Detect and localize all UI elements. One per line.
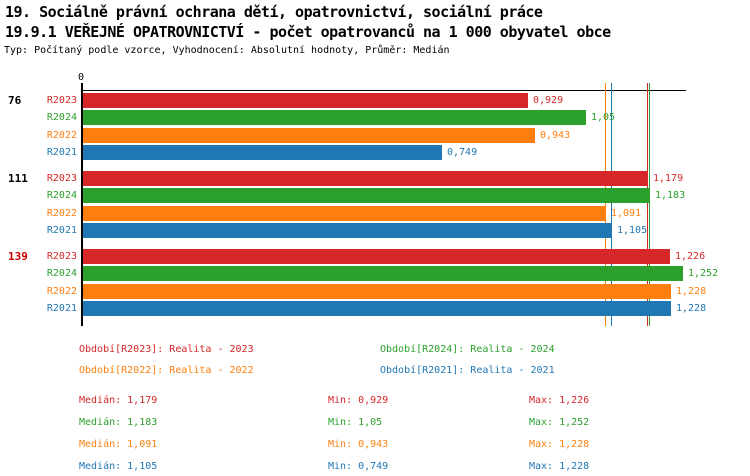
bar-value-label: 0,929 [533, 95, 564, 106]
stat-min: Min: 0,749 [328, 461, 389, 472]
bar-value-label: 0,749 [447, 147, 478, 158]
legend-item: Období[R2024]: Realita - 2024 [380, 344, 555, 355]
bar-value-label: 1,228 [676, 303, 707, 314]
stat-min: Min: 0,929 [328, 395, 389, 406]
bar-value-label: 1,226 [675, 251, 706, 262]
bar-r2024-g1 [83, 188, 650, 203]
bar-value-label: 1,252 [688, 268, 719, 279]
stat-min: Min: 0,943 [328, 439, 389, 450]
bar-row-label: R2022 [46, 208, 77, 219]
group-label: 111 [8, 172, 28, 185]
median-line-r2022 [605, 83, 606, 326]
bar-row-label: R2022 [46, 130, 77, 141]
bar-r2021-g2 [83, 301, 671, 316]
bar-row-label: R2023 [46, 95, 77, 106]
bar-value-label: 1,05 [591, 112, 616, 123]
bar-value-label: 0,943 [540, 130, 571, 141]
bar-r2022-g1 [83, 206, 606, 221]
bar-r2023-g2 [83, 249, 670, 264]
bar-value-label: 1,183 [655, 190, 686, 201]
stat-median: Medián: 1,105 [79, 461, 158, 472]
stat-median: Medián: 1,179 [79, 395, 158, 406]
bar-row-label: R2021 [46, 147, 77, 158]
page-title-line2: 19.9.1 VEŘEJNÉ OPATROVNICTVÍ - počet opa… [5, 23, 611, 41]
bar-value-label: 1,091 [611, 208, 642, 219]
median-line-r2023 [647, 83, 648, 326]
chart-subtitle: Typ: Počítaný podle vzorce, Vyhodnocení:… [4, 45, 450, 56]
legend-item: Období[R2021]: Realita - 2021 [380, 365, 555, 376]
bar-value-label: 1,105 [617, 225, 648, 236]
bar-row-label: R2023 [46, 251, 77, 262]
stat-median: Medián: 1,091 [79, 439, 158, 450]
legend-item: Období[R2023]: Realita - 2023 [79, 344, 254, 355]
bar-row-label: R2023 [46, 173, 77, 184]
bar-row-label: R2021 [46, 225, 77, 236]
bar-r2024-g2 [83, 266, 683, 281]
stat-median: Medián: 1,183 [79, 417, 158, 428]
bar-r2024-g0 [83, 110, 586, 125]
y-axis-line [81, 83, 83, 326]
median-line-r2024 [649, 83, 650, 326]
bar-r2021-g1 [83, 223, 612, 238]
bar-row-label: R2024 [46, 268, 77, 279]
bar-r2023-g1 [83, 171, 648, 186]
axis-zero-tick [82, 84, 83, 90]
x-axis-line [82, 90, 686, 91]
legend-item: Období[R2022]: Realita - 2022 [79, 365, 254, 376]
stat-max: Max: 1,226 [529, 395, 590, 406]
bar-r2021-g0 [83, 145, 442, 160]
bar-value-label: 1,228 [676, 286, 707, 297]
stat-min: Min: 1,05 [328, 417, 383, 428]
stat-max: Max: 1,228 [529, 461, 590, 472]
page-title-line1: 19. Sociálně právní ochrana dětí, opatro… [5, 3, 543, 21]
bar-row-label: R2024 [46, 112, 77, 123]
bar-r2022-g2 [83, 284, 671, 299]
stat-max: Max: 1,228 [529, 439, 590, 450]
bar-row-label: R2021 [46, 303, 77, 314]
bar-row-label: R2024 [46, 190, 77, 201]
bar-value-label: 1,179 [653, 173, 684, 184]
axis-zero-label: 0 [78, 72, 85, 83]
median-line-r2021 [611, 83, 612, 326]
bar-row-label: R2022 [46, 286, 77, 297]
group-label: 139 [8, 250, 28, 263]
bar-r2022-g0 [83, 128, 535, 143]
group-label: 76 [8, 94, 22, 107]
stat-max: Max: 1,252 [529, 417, 590, 428]
bar-r2023-g0 [83, 93, 528, 108]
